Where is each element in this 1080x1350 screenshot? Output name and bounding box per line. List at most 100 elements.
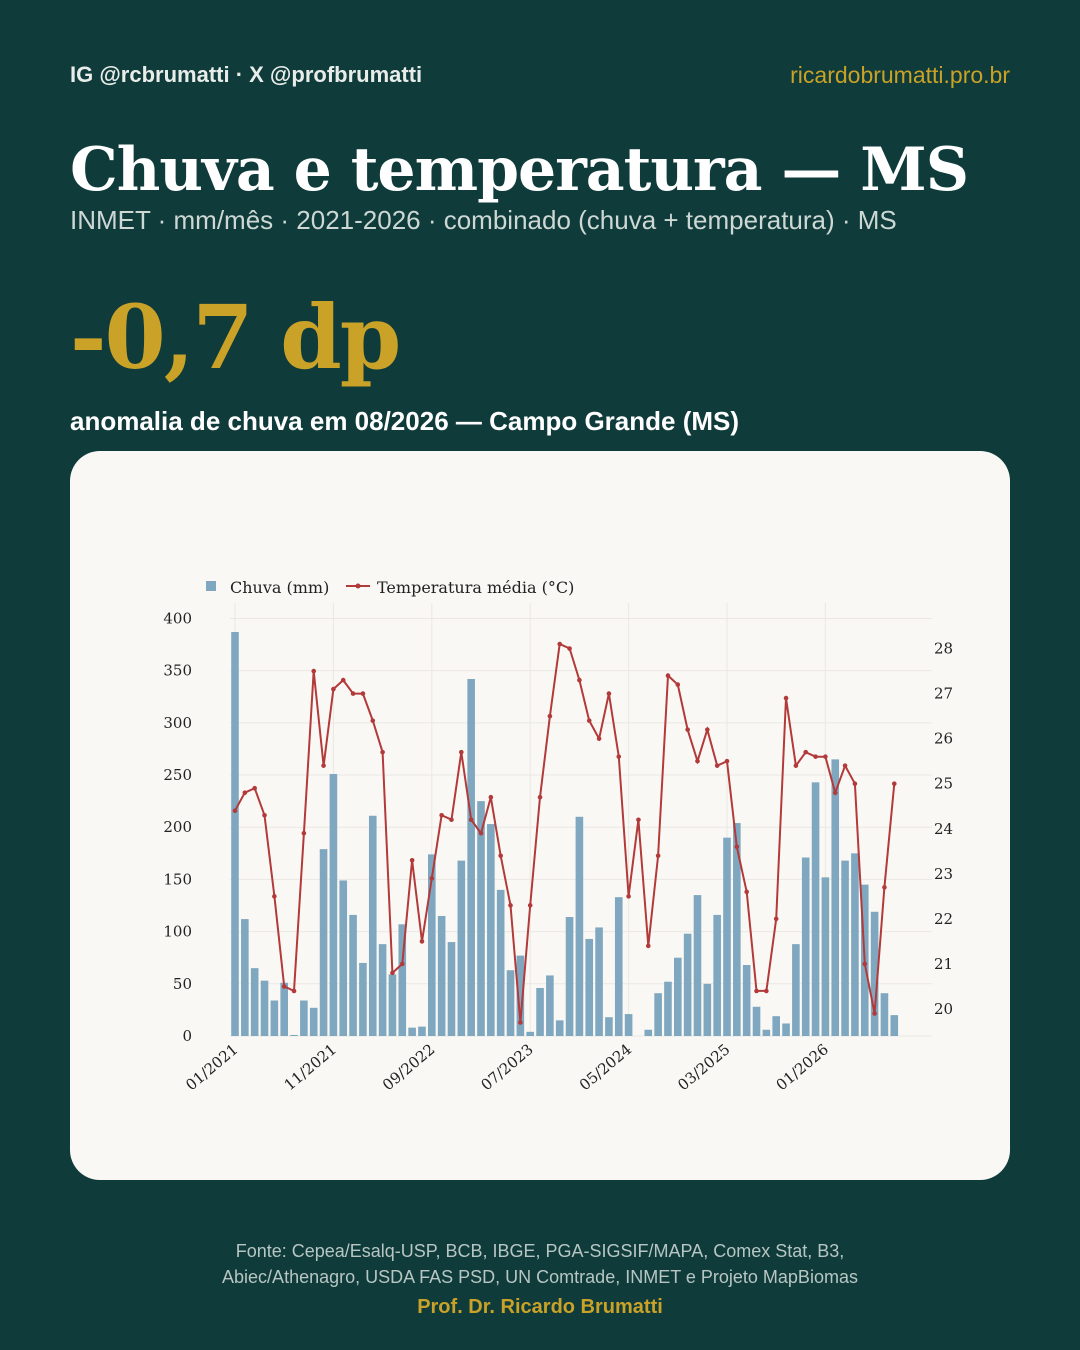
y-left-tick-label: 100 (163, 923, 192, 941)
point-temperatura (242, 790, 248, 796)
bar-chuva (801, 857, 810, 1036)
bar-chuva (575, 816, 584, 1036)
bar-chuva (280, 982, 288, 1036)
website-link[interactable]: ricardobrumatti.pro.br (790, 62, 1010, 88)
bar-chuva (841, 860, 849, 1036)
point-temperatura (862, 961, 868, 967)
bar-chuva (664, 981, 672, 1036)
point-temperatura (665, 673, 671, 678)
point-temperatura (508, 903, 513, 908)
bar-chuva (319, 849, 328, 1036)
bar-chuva (565, 916, 574, 1036)
bar-chuva (752, 1006, 761, 1036)
point-temperatura (636, 817, 641, 823)
bar-chuva (506, 970, 515, 1036)
bar-chuva (516, 955, 525, 1036)
point-temperatura (882, 885, 887, 890)
point-temperatura (813, 754, 818, 759)
bar-chuva (418, 1026, 426, 1036)
point-temperatura (773, 916, 779, 922)
bar-chuva (526, 1031, 534, 1036)
point-temperatura (232, 808, 238, 814)
point-temperatura (360, 691, 366, 696)
page-title: Chuva e temperatura — MS (70, 135, 969, 205)
bar-chuva (890, 1015, 899, 1036)
point-temperatura (449, 817, 454, 823)
bar-chuva (674, 957, 682, 1036)
social-handles: IG @rcbrumatti · X @profbrumatti (70, 62, 423, 87)
bar-chuva (368, 815, 377, 1036)
x-tick-label: 05/2024 (576, 1040, 635, 1094)
bar-chuva (329, 773, 338, 1036)
point-temperatura (399, 961, 405, 967)
y-left-tick-label: 50 (173, 975, 192, 993)
bar-chuva (388, 974, 397, 1036)
point-temperatura (695, 758, 700, 764)
x-tick-label: 03/2025 (674, 1040, 733, 1094)
bar-chuva (467, 678, 475, 1036)
bar-chuva (762, 1029, 771, 1036)
bar-chuva (300, 1000, 308, 1036)
y-right-tick-label: 27 (934, 685, 953, 703)
bar-chuva (683, 933, 692, 1036)
kpi-label: anomalia de chuva em 08/2026 — Campo Gra… (70, 406, 740, 436)
sources-note: Fonte: Cepea/Esalq-USP, BCB, IBGE, PGA-S… (0, 1238, 1080, 1290)
y-right-tick-label: 21 (934, 955, 953, 973)
point-temperatura (842, 763, 848, 768)
point-temperatura (390, 970, 395, 976)
bar-chuva (555, 1020, 564, 1036)
bar-chuva (496, 889, 505, 1036)
bar-chuva (408, 1027, 416, 1036)
author-credit: Prof. Dr. Ricardo Brumatti (417, 1296, 663, 1318)
bar-chuva (378, 944, 387, 1036)
point-temperatura (252, 785, 257, 791)
point-temperatura (685, 727, 690, 732)
bar-chuva (260, 980, 269, 1036)
kpi-value: -0,7 dp (70, 285, 401, 389)
point-temperatura (626, 894, 631, 899)
y-left-tick-label: 300 (163, 714, 192, 732)
point-temperatura (547, 713, 553, 719)
bar-chuva (713, 914, 721, 1036)
point-temperatura (439, 812, 444, 818)
sources-line-1: Fonte: Cepea/Esalq-USP, BCB, IBGE, PGA-S… (235, 1241, 845, 1261)
point-temperatura (518, 1020, 523, 1025)
bar-chuva (231, 632, 239, 1036)
point-temperatura (350, 691, 356, 696)
line-temperatura (234, 642, 896, 1023)
y-left-tick-label: 0 (182, 1027, 192, 1045)
bar-chuva (437, 915, 446, 1036)
bar-chuva (585, 938, 594, 1036)
point-temperatura (380, 749, 385, 755)
point-temperatura (832, 790, 838, 796)
bar-chuva (733, 823, 741, 1036)
sources-line-2: Abiec/Athenagro, USDA FAS PSD, UN Comtra… (222, 1267, 858, 1287)
bar-chuva (782, 1023, 790, 1036)
x-tick-label: 01/2026 (773, 1040, 832, 1094)
point-temperatura (744, 889, 749, 895)
bar-chuva (339, 880, 348, 1036)
y-left-tick-label: 250 (163, 766, 192, 784)
y-right-tick-label: 28 (934, 640, 953, 658)
combo-chart: 0 50 100 150 200 250 300 350 400 20 21 22 23 24 25 26 27… (163, 578, 953, 1094)
bar-chuva (536, 987, 544, 1036)
point-temperatura (488, 794, 494, 800)
bar-chuva (723, 837, 731, 1036)
bar-chuva (742, 965, 751, 1036)
point-temperatura (655, 853, 661, 859)
point-temperatura (459, 749, 464, 755)
point-temperatura (272, 894, 277, 899)
point-temperatura (783, 695, 789, 701)
bar-chuva (703, 983, 712, 1036)
point-temperatura (468, 817, 474, 823)
point-temperatura (331, 686, 336, 692)
legend-swatch-chuva (206, 581, 216, 591)
bar-chuva (309, 1007, 318, 1036)
bar-chuva (772, 1016, 780, 1036)
point-temperatura (557, 641, 563, 647)
point-temperatura (754, 988, 759, 994)
bar-chuva (880, 993, 889, 1036)
point-temperatura (498, 853, 503, 859)
bar-chuva (624, 1014, 633, 1036)
point-temperatura (606, 691, 612, 696)
